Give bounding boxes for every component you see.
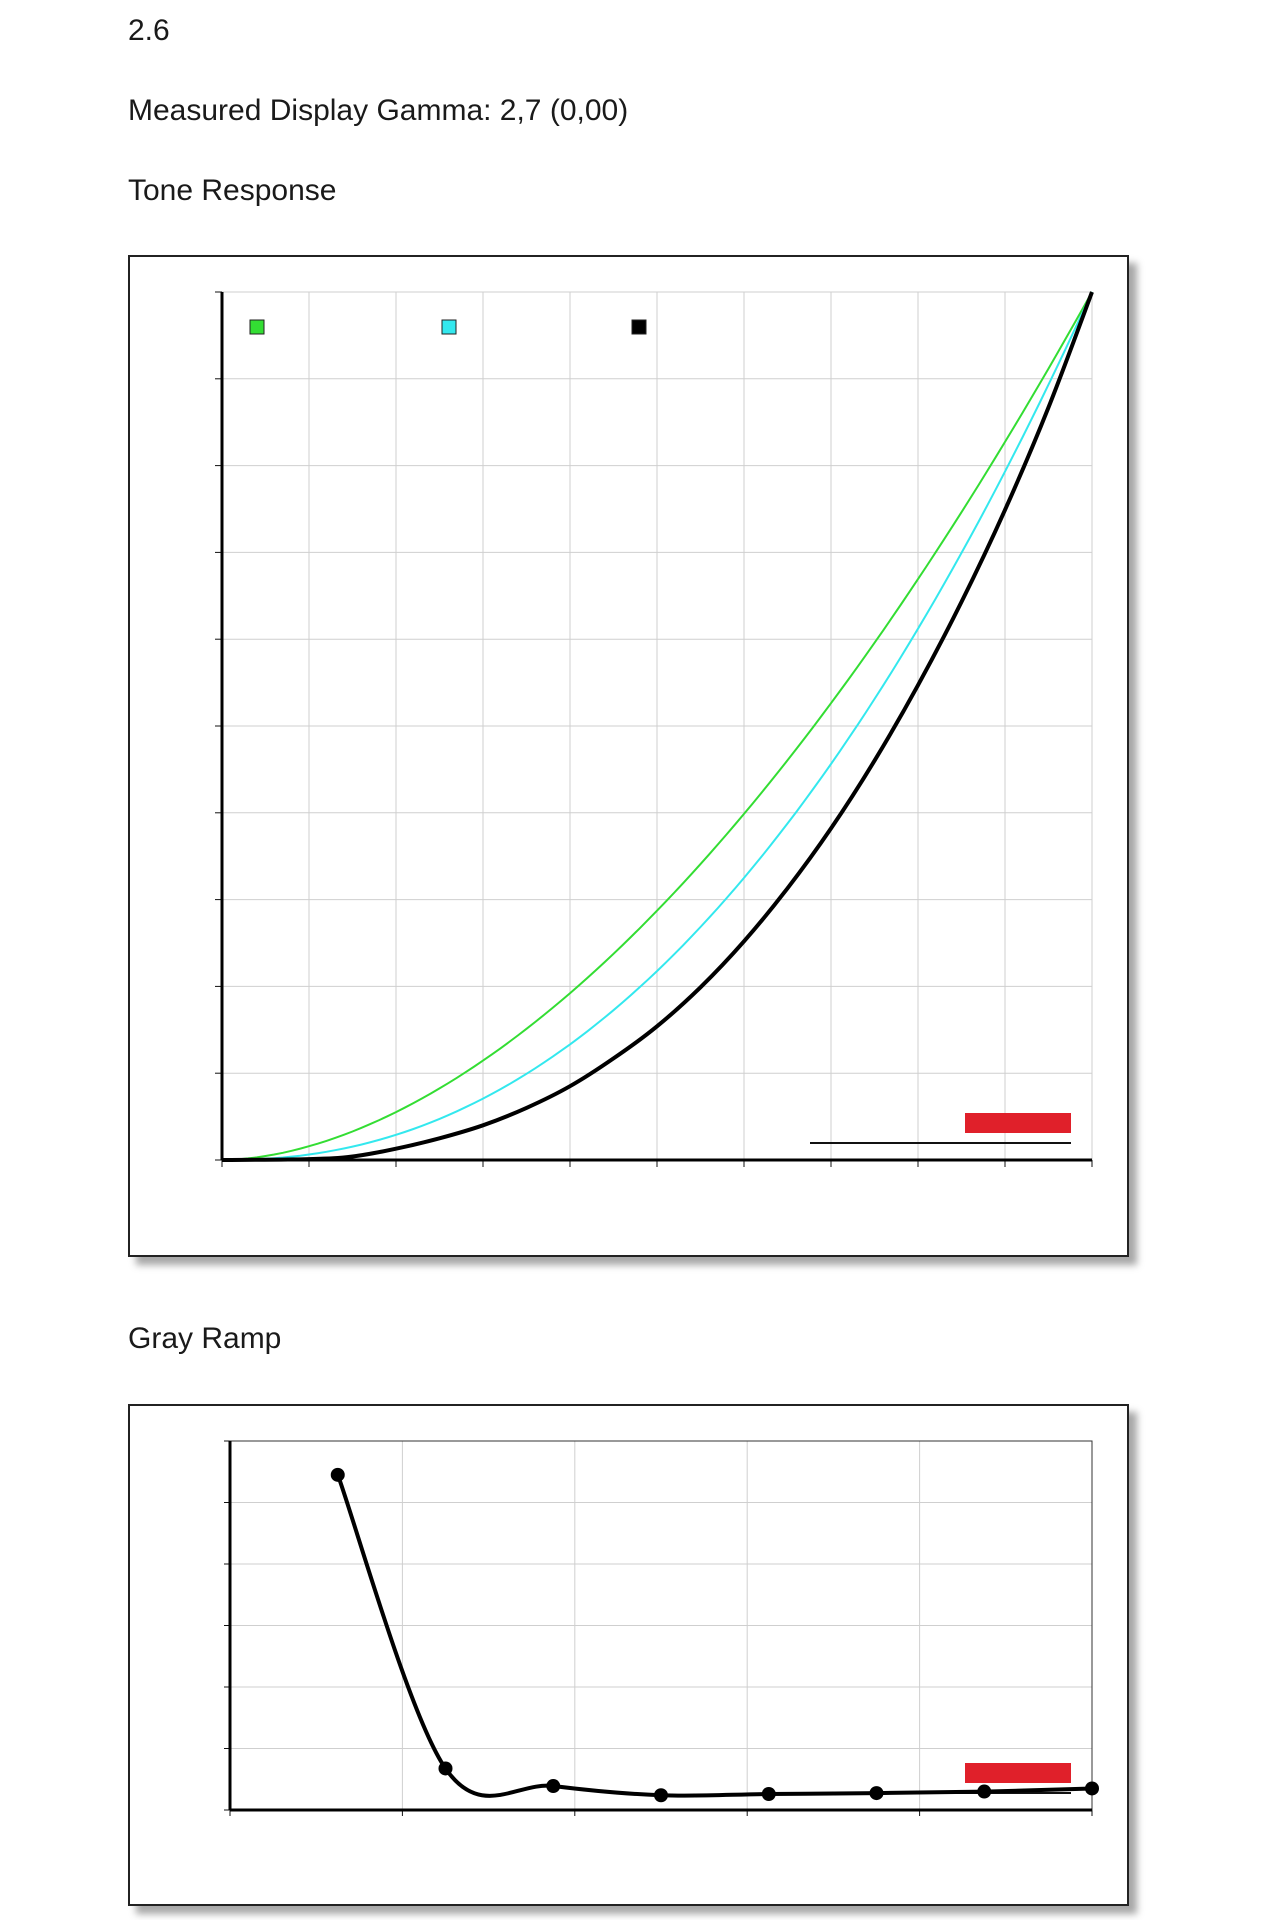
gray-series-line: [335, 1474, 1093, 1798]
datacolor-logo-bar: [965, 1763, 1071, 1783]
legend-item: [441, 319, 457, 335]
gray-data-point: [654, 1788, 668, 1803]
tone-series-gamma-2-2: [222, 291, 1093, 1161]
legend-item: [249, 319, 265, 335]
gray-data-point: [869, 1786, 884, 1801]
gray-data-point: [1085, 1781, 1099, 1796]
gray-data-point: [977, 1784, 992, 1799]
gray-ramp-heading: Gray Ramp: [128, 1322, 282, 1355]
datacolor-logo: [810, 1113, 1071, 1144]
datacolor-logo-bar: [965, 1113, 1071, 1133]
gray-data-point: [546, 1779, 561, 1794]
tone-series-gamma-1-8: [221, 291, 1093, 1161]
legend-item: [631, 319, 647, 335]
gray-ramp-svg: [224, 1440, 1099, 1816]
gray-grid: [230, 1440, 1093, 1810]
tone-response-svg: [215, 291, 1094, 1167]
gamma-value: 2.6: [128, 14, 170, 47]
gray-ramp-chart: [128, 1404, 1129, 1906]
legend-swatch: [631, 319, 647, 335]
legend-swatch: [441, 319, 457, 335]
tone-response-chart: [128, 255, 1129, 1257]
tone-response-heading: Tone Response: [128, 174, 337, 207]
tone-series-measured: [221, 291, 1094, 1162]
legend-swatch: [249, 319, 265, 335]
measured-gamma-text: Measured Display Gamma: 2,7 (0,00): [128, 94, 629, 127]
tone-grid: [222, 291, 1093, 1160]
gray-data-point: [438, 1761, 453, 1776]
gray-data-point: [761, 1787, 776, 1802]
gray-data-point: [330, 1467, 345, 1482]
